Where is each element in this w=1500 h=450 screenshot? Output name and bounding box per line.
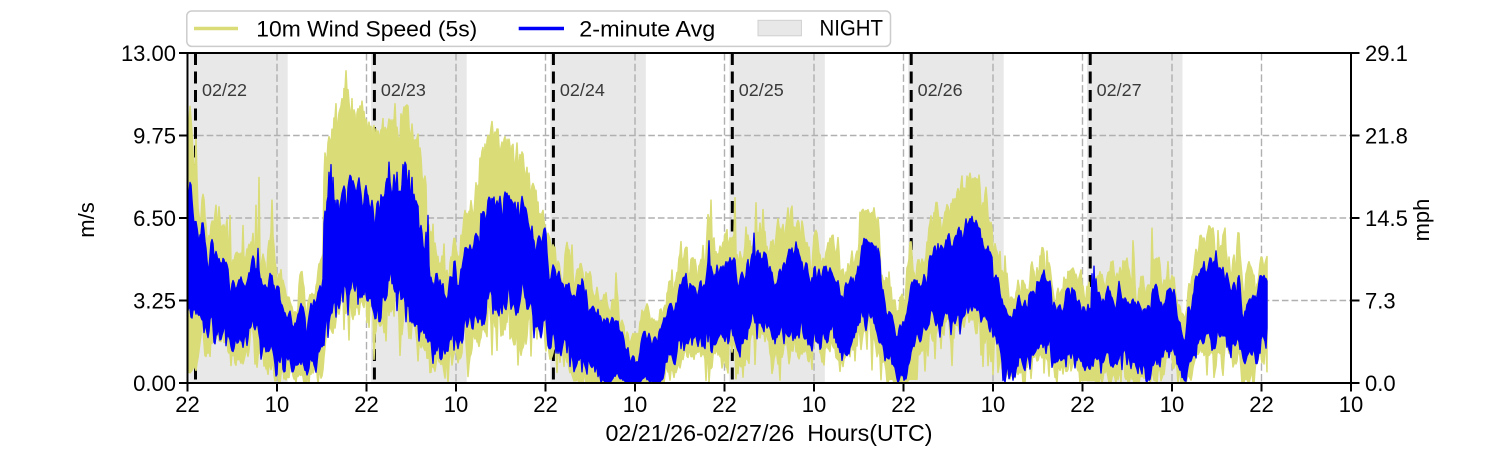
- svg-text:22: 22: [1070, 392, 1094, 417]
- svg-text:02/21/26-02/27/26 Hours(UTC): 02/21/26-02/27/26 Hours(UTC): [606, 420, 933, 446]
- svg-text:02/23: 02/23: [381, 80, 426, 100]
- svg-text:0.0: 0.0: [1365, 371, 1396, 396]
- svg-text:22: 22: [354, 392, 378, 417]
- svg-text:10: 10: [623, 392, 647, 417]
- svg-text:10: 10: [1160, 392, 1184, 417]
- svg-text:10: 10: [444, 392, 468, 417]
- svg-text:13.00: 13.00: [121, 41, 176, 66]
- svg-text:02/25: 02/25: [739, 80, 784, 100]
- svg-text:29.1: 29.1: [1365, 41, 1408, 66]
- svg-text:10: 10: [981, 392, 1005, 417]
- svg-text:9.75: 9.75: [133, 124, 176, 149]
- svg-text:6.50: 6.50: [133, 206, 176, 231]
- svg-text:21.8: 21.8: [1365, 124, 1408, 149]
- svg-text:7.3: 7.3: [1365, 289, 1396, 314]
- svg-text:m/s: m/s: [74, 202, 99, 237]
- svg-text:NIGHT: NIGHT: [820, 16, 884, 41]
- svg-text:2-minute Avg: 2-minute Avg: [579, 17, 715, 42]
- svg-text:22: 22: [533, 392, 557, 417]
- svg-text:10: 10: [802, 392, 826, 417]
- svg-text:0.00: 0.00: [133, 371, 176, 396]
- svg-text:14.5: 14.5: [1365, 206, 1408, 231]
- svg-text:02/24: 02/24: [560, 80, 605, 100]
- svg-text:22: 22: [175, 392, 199, 417]
- svg-text:10: 10: [265, 392, 289, 417]
- svg-text:mph: mph: [1409, 199, 1434, 242]
- svg-text:02/22: 02/22: [202, 80, 247, 100]
- svg-text:22: 22: [891, 392, 915, 417]
- svg-text:10: 10: [1339, 392, 1363, 417]
- svg-text:02/27: 02/27: [1097, 80, 1142, 100]
- svg-text:02/26: 02/26: [918, 80, 963, 100]
- svg-text:3.25: 3.25: [133, 289, 176, 314]
- svg-text:10m Wind Speed (5s): 10m Wind Speed (5s): [256, 17, 477, 42]
- svg-text:22: 22: [712, 392, 736, 417]
- svg-text:22: 22: [1249, 392, 1273, 417]
